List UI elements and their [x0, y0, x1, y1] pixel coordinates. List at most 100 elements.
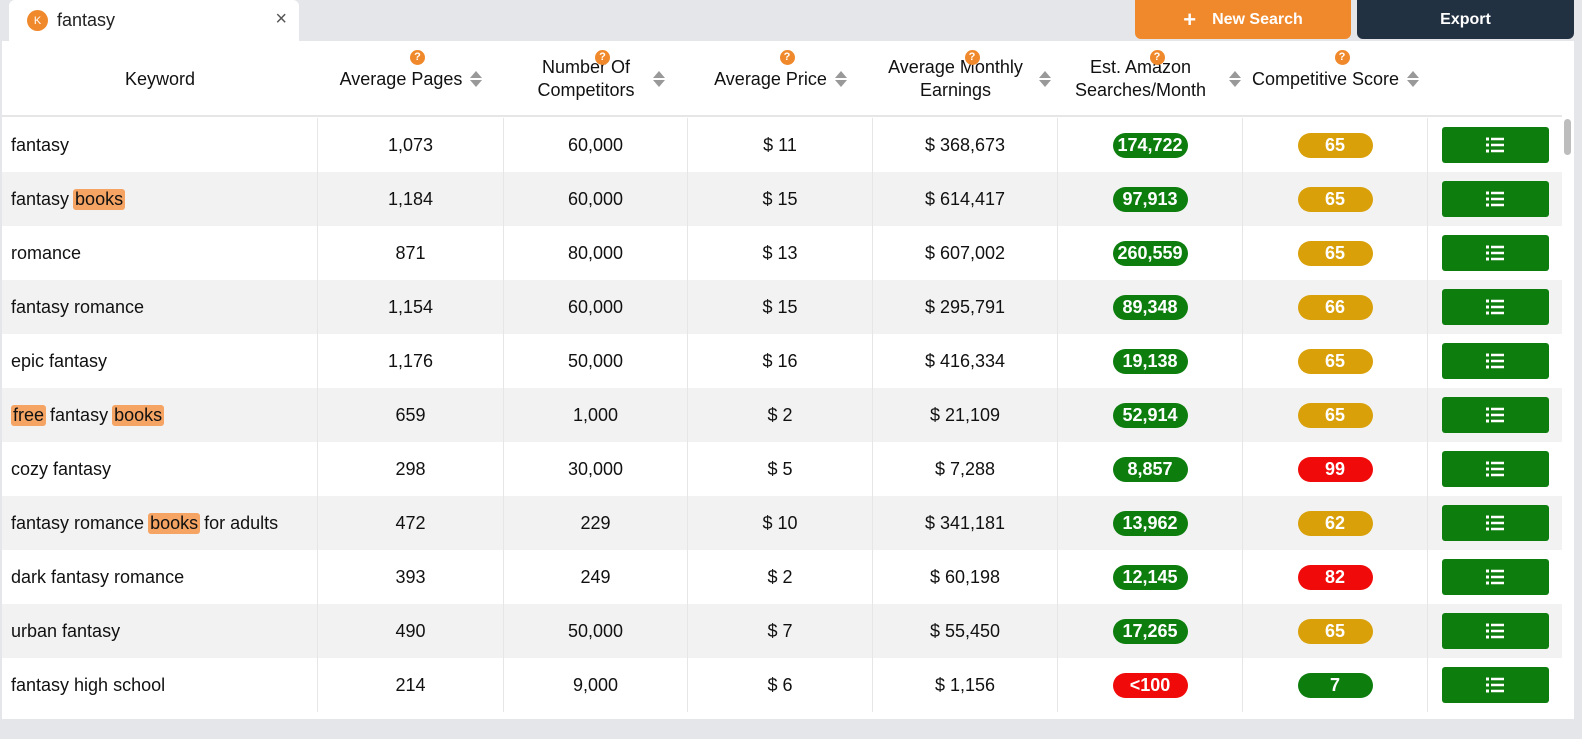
sort-descending-icon[interactable] [1228, 80, 1241, 87]
pages-value: 472 [395, 512, 426, 533]
details-button[interactable] [1441, 505, 1549, 541]
score-cell: 65 [1243, 334, 1428, 388]
competitive-score-badge: 99 [1297, 456, 1373, 482]
sort-ascending-icon[interactable] [470, 71, 483, 78]
help-icon[interactable]: ? [779, 50, 795, 65]
help-icon[interactable]: ? [410, 50, 425, 65]
details-button[interactable] [1441, 451, 1549, 487]
sort-icon[interactable] [834, 71, 847, 87]
help-icon[interactable]: ? [964, 50, 980, 65]
column-header-competitors[interactable]: Number Of Competitors? [504, 41, 688, 117]
keyword-cell: cozy fantasy [2, 442, 318, 496]
sort-descending-icon[interactable] [1038, 80, 1051, 87]
earnings-cell: $ 341,181 [873, 496, 1058, 550]
competitors-value: 30,000 [567, 458, 624, 479]
competitors-cell: 9,000 [504, 658, 688, 712]
help-icon[interactable]: ? [1149, 50, 1165, 65]
pages-value: 1,184 [387, 188, 434, 209]
export-button[interactable]: Export [1357, 0, 1574, 39]
price-cell: $ 13 [688, 226, 873, 280]
column-header-keyword: Keyword [2, 41, 318, 117]
keyword-highlight: books [148, 512, 201, 534]
details-button[interactable] [1441, 343, 1549, 379]
sort-icon[interactable] [1228, 71, 1241, 87]
searches-cell: 174,722 [1058, 118, 1243, 172]
details-button[interactable] [1441, 559, 1549, 595]
earnings-cell: $ 607,002 [873, 226, 1058, 280]
details-button[interactable] [1441, 289, 1549, 325]
sort-descending-icon[interactable] [653, 80, 665, 87]
vertical-scrollbar[interactable] [1562, 117, 1574, 717]
competitive-score-badge: 7 [1297, 672, 1373, 698]
earnings-cell: $ 55,450 [873, 604, 1058, 658]
table-row: free fantasy books 659 1,000 $ 2 $ 21,109 52,91… [2, 388, 1562, 442]
details-button[interactable] [1441, 127, 1549, 163]
column-header-searches[interactable]: Est. Amazon Searches/Month? [1058, 41, 1243, 117]
sort-icon[interactable] [1038, 71, 1051, 87]
competitors-cell: 249 [504, 550, 688, 604]
scrollbar-thumb[interactable] [1564, 119, 1571, 155]
action-cell [1428, 388, 1562, 442]
searches-cell: 13,962 [1058, 496, 1243, 550]
earnings-value: $ 295,791 [924, 296, 1006, 317]
competitors-value: 229 [580, 512, 611, 533]
sort-descending-icon[interactable] [834, 80, 847, 87]
score-cell: 65 [1243, 226, 1428, 280]
pages-cell: 1,073 [318, 118, 504, 172]
details-button[interactable] [1441, 667, 1549, 703]
pages-cell: 1,184 [318, 172, 504, 226]
searches-badge: 89,348 [1112, 294, 1188, 320]
competitive-score-badge: 65 [1297, 348, 1373, 374]
sort-icon[interactable] [1407, 71, 1420, 87]
search-tab[interactable]: K fantasy × [9, 0, 299, 41]
sort-ascending-icon[interactable] [653, 71, 665, 78]
details-button[interactable] [1441, 397, 1549, 433]
column-header-price[interactable]: Average Price? [688, 41, 873, 117]
pages-value: 298 [395, 458, 426, 479]
sort-ascending-icon[interactable] [1038, 71, 1051, 78]
help-icon[interactable]: ? [1334, 50, 1350, 65]
sort-descending-icon[interactable] [470, 80, 483, 87]
score-cell: 65 [1243, 172, 1428, 226]
close-icon[interactable]: × [275, 8, 287, 30]
searches-cell: 97,913 [1058, 172, 1243, 226]
column-header-score[interactable]: Competitive Score? [1243, 41, 1428, 117]
action-cell [1428, 226, 1562, 280]
searches-badge: 13,962 [1112, 510, 1188, 536]
column-header-earnings[interactable]: Average Monthly Earnings? [873, 41, 1058, 117]
sort-ascending-icon[interactable] [1228, 71, 1241, 78]
keyword-cell: free fantasy books [2, 388, 318, 442]
price-value: $ 2 [767, 404, 793, 425]
price-value: $ 13 [762, 242, 798, 263]
competitors-cell: 50,000 [504, 334, 688, 388]
earnings-cell: $ 368,673 [873, 118, 1058, 172]
details-button[interactable] [1441, 613, 1549, 649]
pages-cell: 871 [318, 226, 504, 280]
pages-value: 1,154 [387, 296, 434, 317]
column-header-pages[interactable]: Average Pages? [318, 41, 504, 117]
list-icon [1486, 245, 1504, 261]
column-header-label: Est. Amazon Searches/Month [1074, 57, 1207, 100]
keyword-text: urban fantasy [11, 620, 121, 641]
score-cell: 82 [1243, 550, 1428, 604]
price-value: $ 2 [767, 566, 793, 587]
sort-icon[interactable] [470, 71, 483, 87]
competitors-value: 80,000 [567, 242, 624, 263]
searches-badge: 8,857 [1112, 456, 1188, 482]
details-button[interactable] [1441, 235, 1549, 271]
earnings-value: $ 55,450 [929, 620, 1001, 641]
action-cell [1428, 172, 1562, 226]
earnings-value: $ 1,156 [934, 674, 996, 695]
earnings-cell: $ 295,791 [873, 280, 1058, 334]
new-search-button[interactable]: + New Search [1135, 0, 1351, 39]
sort-ascending-icon[interactable] [834, 71, 847, 78]
sort-icon[interactable] [653, 71, 665, 87]
earnings-cell: $ 1,156 [873, 658, 1058, 712]
price-value: $ 6 [767, 674, 793, 695]
help-icon[interactable]: ? [595, 50, 610, 65]
details-button[interactable] [1441, 181, 1549, 217]
sort-ascending-icon[interactable] [1407, 71, 1420, 78]
price-cell: $ 7 [688, 604, 873, 658]
price-value: $ 15 [762, 296, 798, 317]
sort-descending-icon[interactable] [1407, 80, 1420, 87]
